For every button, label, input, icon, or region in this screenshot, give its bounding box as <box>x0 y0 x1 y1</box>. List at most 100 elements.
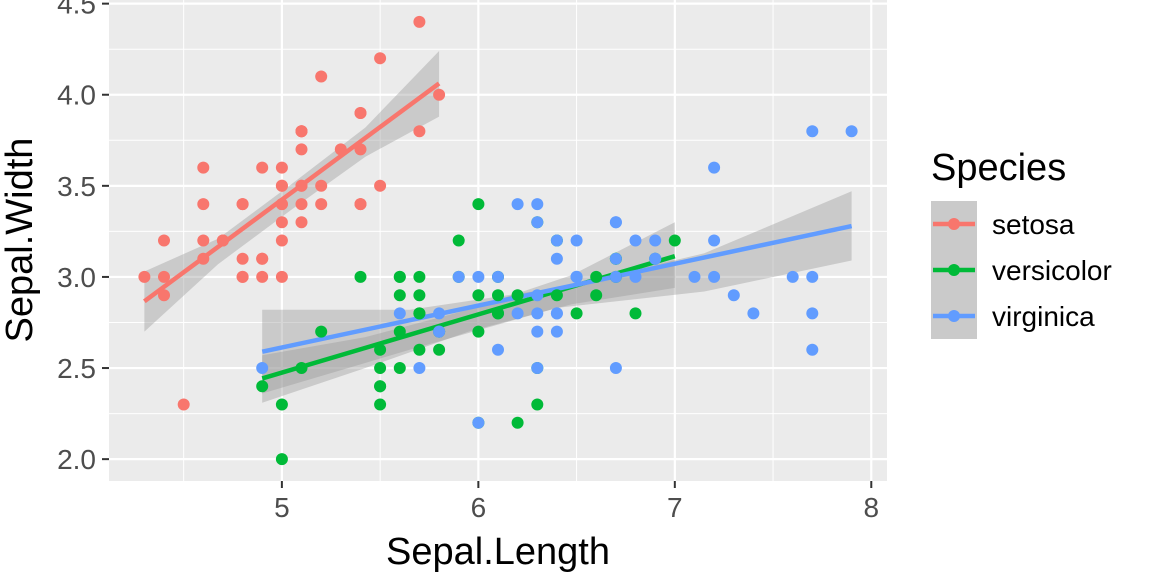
point-setosa <box>295 125 308 138</box>
point-virginica <box>609 362 622 374</box>
point-virginica <box>511 307 524 320</box>
point-setosa <box>275 270 288 283</box>
point-versicolor <box>256 380 269 393</box>
point-setosa <box>295 198 308 211</box>
point-setosa <box>413 125 426 138</box>
point-virginica <box>845 125 858 138</box>
legend-label-virginica: virginica <box>992 301 1095 332</box>
x-axis-title: Sepal.Length <box>386 531 610 573</box>
data-points <box>138 15 858 466</box>
point-setosa <box>275 198 288 211</box>
point-virginica <box>452 270 465 283</box>
point-setosa <box>413 15 426 28</box>
point-virginica <box>609 252 622 265</box>
point-setosa <box>197 198 210 211</box>
point-virginica <box>433 325 446 338</box>
point-setosa <box>295 179 308 192</box>
point-setosa <box>334 143 347 156</box>
point-setosa <box>256 161 269 174</box>
point-virginica <box>433 307 446 320</box>
point-virginica <box>609 216 622 229</box>
point-setosa <box>216 234 229 247</box>
plot-panel <box>109 0 887 481</box>
regression-line-virginica <box>261 223 853 354</box>
point-virginica <box>649 234 662 247</box>
point-setosa <box>295 143 308 156</box>
point-versicolor <box>413 343 426 356</box>
point-virginica <box>708 161 721 174</box>
point-setosa <box>197 234 210 247</box>
point-virginica <box>550 234 563 247</box>
confidence-band-versicolor <box>262 222 675 403</box>
point-versicolor <box>492 289 504 302</box>
point-versicolor <box>511 289 524 302</box>
legend-label-setosa: setosa <box>992 209 1075 240</box>
point-setosa <box>177 398 190 411</box>
point-setosa <box>374 52 387 65</box>
point-versicolor <box>531 398 544 411</box>
point-setosa <box>315 70 328 83</box>
point-virginica <box>629 270 642 283</box>
point-virginica <box>511 198 524 211</box>
point-virginica <box>629 234 642 247</box>
point-setosa <box>236 270 249 283</box>
point-versicolor <box>275 398 288 411</box>
point-versicolor <box>590 270 603 283</box>
point-versicolor <box>354 270 367 283</box>
point-setosa <box>315 179 328 192</box>
point-virginica <box>492 343 504 356</box>
legend-label-versicolor: versicolor <box>992 255 1112 286</box>
regression-line-setosa <box>143 81 441 304</box>
point-setosa <box>197 161 210 174</box>
point-virginica <box>531 325 544 338</box>
point-virginica <box>531 198 544 211</box>
point-versicolor <box>668 234 681 247</box>
legend: Species setosa versicolor virginica <box>931 147 1112 339</box>
point-versicolor <box>413 270 426 283</box>
point-virginica <box>806 125 819 138</box>
point-setosa <box>275 161 288 174</box>
point-versicolor <box>629 307 642 320</box>
point-versicolor <box>511 416 524 429</box>
regression-lines <box>143 81 853 381</box>
point-virginica <box>806 343 819 356</box>
y-axis: 2.0 2.5 3.0 3.5 4.0 4.5 <box>57 0 109 475</box>
point-setosa <box>158 289 170 302</box>
point-versicolor <box>472 198 485 211</box>
point-versicolor <box>295 362 308 374</box>
point-virginica <box>806 270 819 283</box>
point-setosa <box>295 216 308 229</box>
point-virginica <box>472 416 485 429</box>
y-tick-label: 4.5 <box>57 0 96 20</box>
point-setosa <box>354 143 367 156</box>
point-setosa <box>236 252 249 265</box>
point-setosa <box>158 270 170 283</box>
y-tick-label: 4.0 <box>57 80 96 111</box>
x-tick-label: 7 <box>667 492 683 523</box>
point-versicolor <box>393 325 406 338</box>
legend-key-point-virginica <box>948 310 960 322</box>
point-virginica <box>531 216 544 229</box>
point-versicolor <box>393 270 406 283</box>
x-tick-label: 6 <box>471 492 487 523</box>
point-virginica <box>747 307 760 320</box>
point-setosa <box>138 270 151 283</box>
point-virginica <box>256 362 269 374</box>
point-setosa <box>433 88 446 101</box>
legend-key-point-versicolor <box>948 264 960 276</box>
point-versicolor <box>374 343 387 356</box>
point-versicolor <box>433 343 446 356</box>
point-versicolor <box>413 289 426 302</box>
y-tick-label: 2.0 <box>57 444 96 475</box>
legend-key-point-setosa <box>948 218 960 230</box>
point-setosa <box>354 107 367 119</box>
point-versicolor <box>374 380 387 393</box>
point-versicolor <box>374 398 387 411</box>
point-setosa <box>256 252 269 265</box>
point-versicolor <box>452 234 465 247</box>
point-virginica <box>531 289 544 302</box>
point-setosa <box>256 270 269 283</box>
point-versicolor <box>492 307 504 320</box>
y-axis-title: Sepal.Width <box>0 138 41 343</box>
